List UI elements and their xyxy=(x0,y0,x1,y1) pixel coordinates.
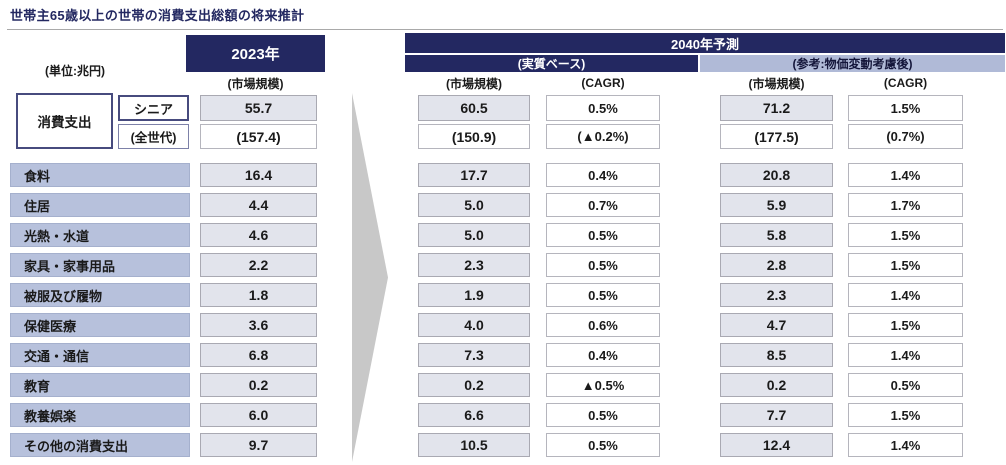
category-row: 光熱・水道 4.6 5.0 0.5% 5.8 1.5% xyxy=(0,223,1006,247)
value-real-cagr: 0.5% xyxy=(546,223,660,247)
value-2023-market: 3.6 xyxy=(200,313,317,337)
value-2023-market: 6.0 xyxy=(200,403,317,427)
value-nominal-market: 7.7 xyxy=(720,403,833,427)
category-label: 被服及び履物 xyxy=(10,283,190,307)
consumption-expenditure-group-label: 消費支出 xyxy=(16,93,113,149)
value-real-cagr: ▲0.5% xyxy=(546,373,660,397)
value-2023-market: (157.4) xyxy=(200,124,317,149)
category-row: 交通・通信 6.8 7.3 0.4% 8.5 1.4% xyxy=(0,343,1006,367)
value-real-market: 0.2 xyxy=(418,373,530,397)
subheader-real-cagr: (CAGR) xyxy=(581,76,625,90)
summary-row-label: (全世代) xyxy=(118,124,189,149)
category-row: 教育 0.2 0.2 ▲0.5% 0.2 0.5% xyxy=(0,373,1006,397)
value-real-market: 7.3 xyxy=(418,343,530,367)
value-real-cagr: 0.5% xyxy=(546,95,660,121)
value-nominal-cagr: (0.7%) xyxy=(848,124,963,149)
category-row: 保健医療 3.6 4.0 0.6% 4.7 1.5% xyxy=(0,313,1006,337)
value-2023-market: 55.7 xyxy=(200,95,317,121)
category-row: 教養娯楽 6.0 6.6 0.5% 7.7 1.5% xyxy=(0,403,1006,427)
value-nominal-cagr: 1.5% xyxy=(848,253,963,277)
value-nominal-cagr: 1.5% xyxy=(848,95,963,121)
value-2023-market: 9.7 xyxy=(200,433,317,457)
value-nominal-market: 8.5 xyxy=(720,343,833,367)
value-nominal-market: (177.5) xyxy=(720,124,833,149)
value-real-cagr: 0.6% xyxy=(546,313,660,337)
value-nominal-cagr: 1.5% xyxy=(848,403,963,427)
value-nominal-cagr: 1.4% xyxy=(848,283,963,307)
value-nominal-market: 0.2 xyxy=(720,373,833,397)
value-real-market: 10.5 xyxy=(418,433,530,457)
value-real-cagr: 0.4% xyxy=(546,343,660,367)
value-nominal-market: 2.3 xyxy=(720,283,833,307)
value-real-cagr: 0.5% xyxy=(546,403,660,427)
value-real-market: 4.0 xyxy=(418,313,530,337)
subheader-nominal-market: (市場規模) xyxy=(748,76,805,91)
summary-row-label: シニア xyxy=(118,95,189,121)
value-2023-market: 0.2 xyxy=(200,373,317,397)
value-nominal-market: 12.4 xyxy=(720,433,833,457)
value-real-market: (150.9) xyxy=(418,124,530,149)
value-nominal-market: 20.8 xyxy=(720,163,833,187)
value-nominal-cagr: 1.4% xyxy=(848,343,963,367)
value-real-market: 2.3 xyxy=(418,253,530,277)
summary-row: シニア 55.7 60.5 0.5% 71.2 1.5% xyxy=(0,95,1006,121)
category-row: 食料 16.4 17.7 0.4% 20.8 1.4% xyxy=(0,163,1006,187)
subheader-nominal-cagr: (CAGR) xyxy=(883,76,928,90)
value-nominal-cagr: 1.4% xyxy=(848,163,963,187)
value-nominal-cagr: 1.5% xyxy=(848,313,963,337)
column-header-2023: 2023年 xyxy=(186,35,325,72)
category-label: 光熱・水道 xyxy=(10,223,190,247)
unit-label: (単位:兆円) xyxy=(45,64,105,78)
value-2023-market: 2.2 xyxy=(200,253,317,277)
subheader-real-market: (市場規模) xyxy=(446,76,502,91)
category-label: その他の消費支出 xyxy=(10,433,190,457)
value-real-cagr: 0.5% xyxy=(546,253,660,277)
value-2023-market: 16.4 xyxy=(200,163,317,187)
category-label: 食料 xyxy=(10,163,190,187)
value-nominal-market: 4.7 xyxy=(720,313,833,337)
value-nominal-cagr: 1.5% xyxy=(848,223,963,247)
category-label: 家具・家事用品 xyxy=(10,253,190,277)
band-price-adjusted: (参考:物価変動考慮後) xyxy=(700,55,1005,72)
category-label: 交通・通信 xyxy=(10,343,190,367)
band-real-basis: (実質ベース) xyxy=(405,55,698,72)
value-real-market: 60.5 xyxy=(418,95,530,121)
value-nominal-cagr: 0.5% xyxy=(848,373,963,397)
category-row: その他の消費支出 9.7 10.5 0.5% 12.4 1.4% xyxy=(0,433,1006,457)
category-label: 教育 xyxy=(10,373,190,397)
value-real-cagr: 0.4% xyxy=(546,163,660,187)
category-label: 教養娯楽 xyxy=(10,403,190,427)
value-nominal-market: 2.8 xyxy=(720,253,833,277)
value-real-market: 5.0 xyxy=(418,223,530,247)
value-nominal-market: 5.9 xyxy=(720,193,833,217)
value-real-cagr: (▲0.2%) xyxy=(546,124,660,149)
category-row: 住居 4.4 5.0 0.7% 5.9 1.7% xyxy=(0,193,1006,217)
value-2023-market: 4.6 xyxy=(200,223,317,247)
value-real-market: 17.7 xyxy=(418,163,530,187)
value-real-market: 5.0 xyxy=(418,193,530,217)
value-nominal-market: 5.8 xyxy=(720,223,833,247)
title-underline xyxy=(7,29,1003,30)
summary-row: (全世代) (157.4) (150.9) (▲0.2%) (177.5) (0… xyxy=(0,124,1006,149)
category-row: 家具・家事用品 2.2 2.3 0.5% 2.8 1.5% xyxy=(0,253,1006,277)
value-nominal-market: 71.2 xyxy=(720,95,833,121)
value-real-cagr: 0.5% xyxy=(546,283,660,307)
page-title: 世帯主65歳以上の世帯の消費支出総額の将来推計 xyxy=(10,8,305,23)
value-real-cagr: 0.5% xyxy=(546,433,660,457)
value-real-cagr: 0.7% xyxy=(546,193,660,217)
value-nominal-cagr: 1.4% xyxy=(848,433,963,457)
value-2023-market: 4.4 xyxy=(200,193,317,217)
value-real-market: 1.9 xyxy=(418,283,530,307)
category-label: 住居 xyxy=(10,193,190,217)
category-label: 保健医療 xyxy=(10,313,190,337)
value-2023-market: 1.8 xyxy=(200,283,317,307)
column-header-2040-forecast: 2040年予測 xyxy=(405,33,1005,53)
category-row: 被服及び履物 1.8 1.9 0.5% 2.3 1.4% xyxy=(0,283,1006,307)
column-subheader-2023-market: (市場規模) xyxy=(227,76,284,91)
value-nominal-cagr: 1.7% xyxy=(848,193,963,217)
value-2023-market: 6.8 xyxy=(200,343,317,367)
value-real-market: 6.6 xyxy=(418,403,530,427)
